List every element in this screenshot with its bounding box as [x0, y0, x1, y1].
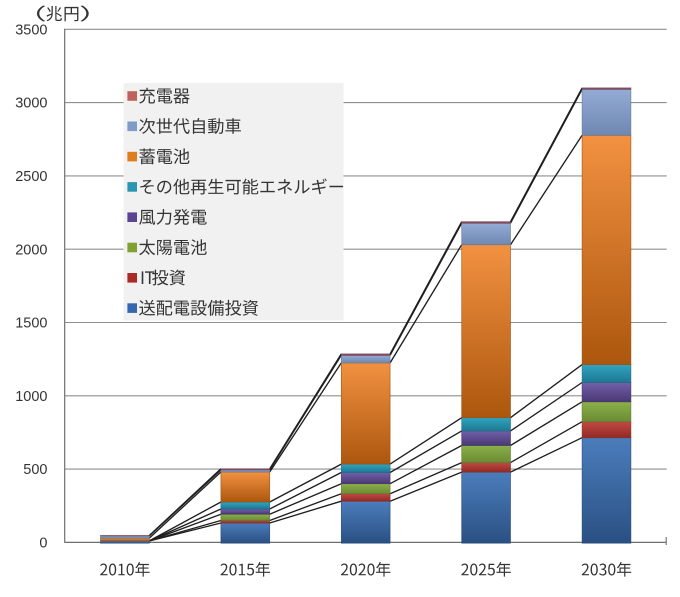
svg-text:1000: 1000: [15, 389, 47, 405]
svg-text:3500: 3500: [15, 22, 47, 38]
svg-text:0: 0: [39, 536, 47, 552]
svg-text:2500: 2500: [15, 169, 47, 185]
svg-text:3000: 3000: [15, 96, 47, 112]
svg-text:2000: 2000: [15, 242, 47, 258]
svg-text:500: 500: [23, 462, 47, 478]
svg-text:1500: 1500: [15, 316, 47, 332]
